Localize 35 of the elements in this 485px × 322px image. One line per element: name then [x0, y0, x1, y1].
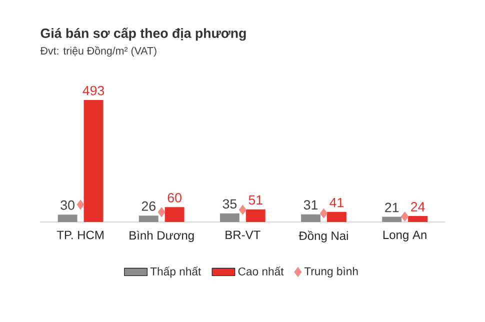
x-tick-label: Long An [383, 230, 426, 242]
point [238, 204, 246, 215]
bar [382, 216, 402, 222]
data-label: 60 [168, 193, 182, 202]
point [401, 212, 409, 222]
legend-label: Thấp nhất [150, 266, 202, 278]
data-label: 21 [385, 202, 399, 212]
point [320, 208, 328, 218]
chart-title: Giá bán sơ cấp theo địa phương [40, 28, 246, 41]
x-tick-label: Đồng Nai [298, 230, 348, 242]
point [158, 207, 166, 218]
x-tick-label: BR-VT [226, 230, 260, 239]
chart-subtitle: Đvt: triệu Đồng/m² (VAT) [40, 46, 156, 57]
data-label: 24 [411, 202, 425, 212]
bar [164, 207, 184, 222]
bar [84, 100, 104, 222]
data-label: 35 [222, 199, 237, 209]
data-label: 31 [304, 200, 318, 210]
bar [220, 213, 240, 222]
data-label: 26 [142, 201, 156, 211]
legend-label: Trung bình [304, 266, 358, 278]
bar [58, 214, 78, 222]
x-tick-label: Bình Dương [130, 230, 194, 242]
bar [326, 212, 346, 222]
bar [301, 214, 320, 222]
data-label: 493 [82, 86, 104, 96]
x-tick-label: TP. HCM [56, 230, 104, 240]
data-label: 41 [330, 198, 344, 208]
bar [138, 216, 158, 222]
point [76, 200, 84, 210]
bar [246, 209, 266, 222]
data-label: 30 [60, 200, 74, 210]
legend-label: Cao nhất [238, 266, 284, 276]
bar [408, 216, 428, 222]
data-label: 51 [248, 195, 262, 205]
